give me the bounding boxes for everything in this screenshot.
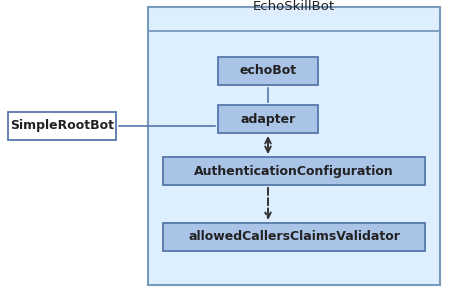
Text: EchoSkillBot: EchoSkillBot bbox=[253, 1, 334, 13]
Text: adapter: adapter bbox=[240, 113, 295, 125]
FancyBboxPatch shape bbox=[217, 105, 318, 133]
FancyBboxPatch shape bbox=[163, 223, 424, 251]
FancyBboxPatch shape bbox=[163, 157, 424, 185]
Text: echoBot: echoBot bbox=[239, 64, 296, 78]
FancyBboxPatch shape bbox=[217, 57, 318, 85]
Text: SimpleRootBot: SimpleRootBot bbox=[10, 120, 114, 132]
FancyBboxPatch shape bbox=[147, 7, 439, 285]
Text: allowedCallersClaimsValidator: allowedCallersClaimsValidator bbox=[188, 231, 399, 243]
Text: AuthenticationConfiguration: AuthenticationConfiguration bbox=[193, 164, 393, 178]
FancyBboxPatch shape bbox=[8, 112, 116, 140]
